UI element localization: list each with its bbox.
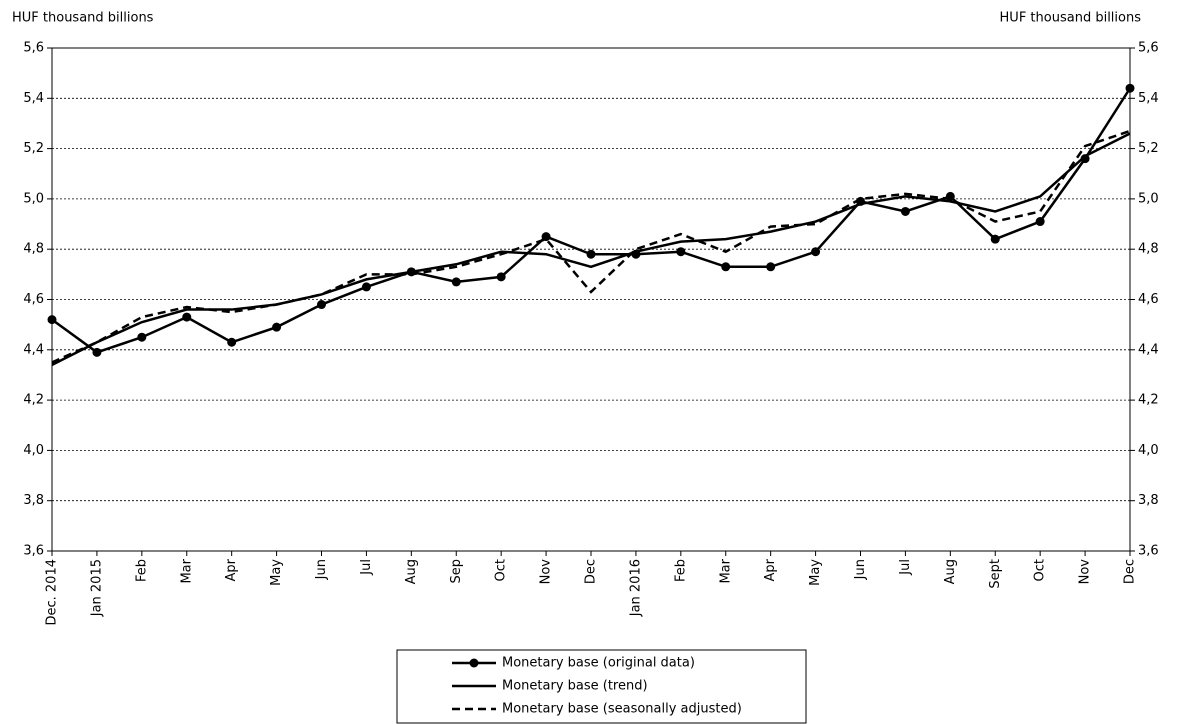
data-point xyxy=(451,277,461,287)
data-point xyxy=(227,337,237,347)
y2-tick-label: 4,0 xyxy=(1138,443,1159,458)
x-tick-label: Jun xyxy=(853,559,868,580)
legend-label: Monetary base (trend) xyxy=(502,679,648,694)
x-tick-label: Feb xyxy=(134,559,149,582)
data-point xyxy=(676,247,686,257)
y-tick-label: 5,4 xyxy=(23,91,44,106)
data-point xyxy=(137,332,147,342)
data-point xyxy=(496,272,506,282)
y2-tick-label: 5,6 xyxy=(1138,41,1159,56)
x-tick-label: Jul xyxy=(898,559,913,576)
x-tick-label: Mar xyxy=(718,558,733,583)
legend-marker xyxy=(469,658,479,668)
x-tick-label: Sep xyxy=(449,559,464,584)
x-tick-label: Nov xyxy=(539,559,554,585)
y2-tick-label: 5,2 xyxy=(1138,141,1159,156)
x-tick-label: Mar xyxy=(179,558,194,583)
x-tick-label: Jan 2015 xyxy=(89,559,104,617)
data-point xyxy=(317,300,326,310)
y-tick-label: 3,6 xyxy=(23,544,44,559)
y-tick-label: 4,6 xyxy=(23,292,44,307)
x-tick-label: Aug xyxy=(943,559,958,584)
x-tick-label: Jul xyxy=(359,559,374,576)
data-point xyxy=(361,282,371,292)
x-tick-label: Dec xyxy=(1123,559,1138,584)
series-line xyxy=(51,129,1131,364)
x-tick-label: Jan 2016 xyxy=(628,559,643,617)
data-point xyxy=(811,247,821,257)
data-point xyxy=(766,262,776,272)
data-point xyxy=(900,206,910,216)
x-tick-label: May xyxy=(269,559,284,586)
data-point xyxy=(272,322,282,332)
x-tick-label: Nov xyxy=(1078,559,1093,585)
x-tick-label: Feb xyxy=(673,559,688,582)
legend-label: Monetary base (original data) xyxy=(502,656,695,671)
x-tick-label: Oct xyxy=(1033,559,1048,581)
data-point xyxy=(92,347,102,357)
x-tick-label: Oct xyxy=(494,559,509,581)
y-tick-label: 5,0 xyxy=(23,191,44,206)
x-tick-label: May xyxy=(808,559,823,586)
data-point xyxy=(541,232,551,242)
y2-tick-label: 4,4 xyxy=(1138,342,1159,357)
y2-tick-label: 4,2 xyxy=(1138,393,1159,408)
x-tick-label: Sept xyxy=(988,559,1003,589)
y2-tick-label: 5,4 xyxy=(1138,91,1159,106)
y-axis-title: HUF thousand billions xyxy=(12,11,154,26)
x-tick-label: Dec. 2014 xyxy=(45,559,60,626)
data-point xyxy=(1125,83,1135,93)
y-tick-label: 5,6 xyxy=(23,41,44,56)
data-point xyxy=(990,234,1000,244)
data-point xyxy=(721,262,731,272)
data-point xyxy=(1035,217,1045,227)
y2-tick-label: 5,0 xyxy=(1138,191,1159,206)
data-point xyxy=(47,315,57,325)
data-point xyxy=(586,249,596,259)
y-tick-label: 4,8 xyxy=(23,242,44,257)
data-point xyxy=(182,312,192,322)
y-tick-label: 4,2 xyxy=(23,393,44,408)
y2-tick-label: 3,6 xyxy=(1138,544,1159,559)
y-tick-label: 4,4 xyxy=(23,342,44,357)
y-tick-label: 3,8 xyxy=(23,493,44,508)
y2-tick-label: 3,8 xyxy=(1138,493,1159,508)
x-tick-label: Apr xyxy=(224,558,239,581)
series-line xyxy=(51,87,1132,354)
series-line xyxy=(51,132,1131,367)
x-tick-label: Dec xyxy=(584,559,599,584)
legend-label: Monetary base (seasonally adjusted) xyxy=(502,702,742,717)
y2-axis-title: HUF thousand billions xyxy=(1000,11,1142,26)
x-tick-label: Jun xyxy=(314,559,329,580)
y2-tick-label: 4,6 xyxy=(1138,292,1159,307)
y-tick-label: 4,0 xyxy=(23,443,44,458)
y2-tick-label: 4,8 xyxy=(1138,242,1159,257)
y-tick-label: 5,2 xyxy=(23,141,44,156)
x-tick-label: Apr xyxy=(763,558,778,581)
x-tick-label: Aug xyxy=(404,559,419,584)
